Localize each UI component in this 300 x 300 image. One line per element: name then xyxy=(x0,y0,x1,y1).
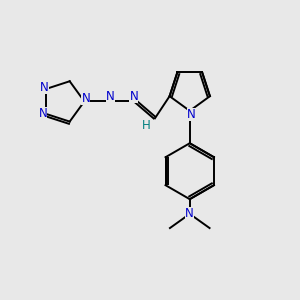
Text: N: N xyxy=(40,81,49,94)
Text: N: N xyxy=(187,108,196,121)
Text: H: H xyxy=(142,119,151,132)
Text: N: N xyxy=(106,90,115,103)
Text: N: N xyxy=(185,207,194,220)
Text: N: N xyxy=(81,92,90,105)
Text: N: N xyxy=(129,90,138,103)
Text: N: N xyxy=(39,107,47,120)
